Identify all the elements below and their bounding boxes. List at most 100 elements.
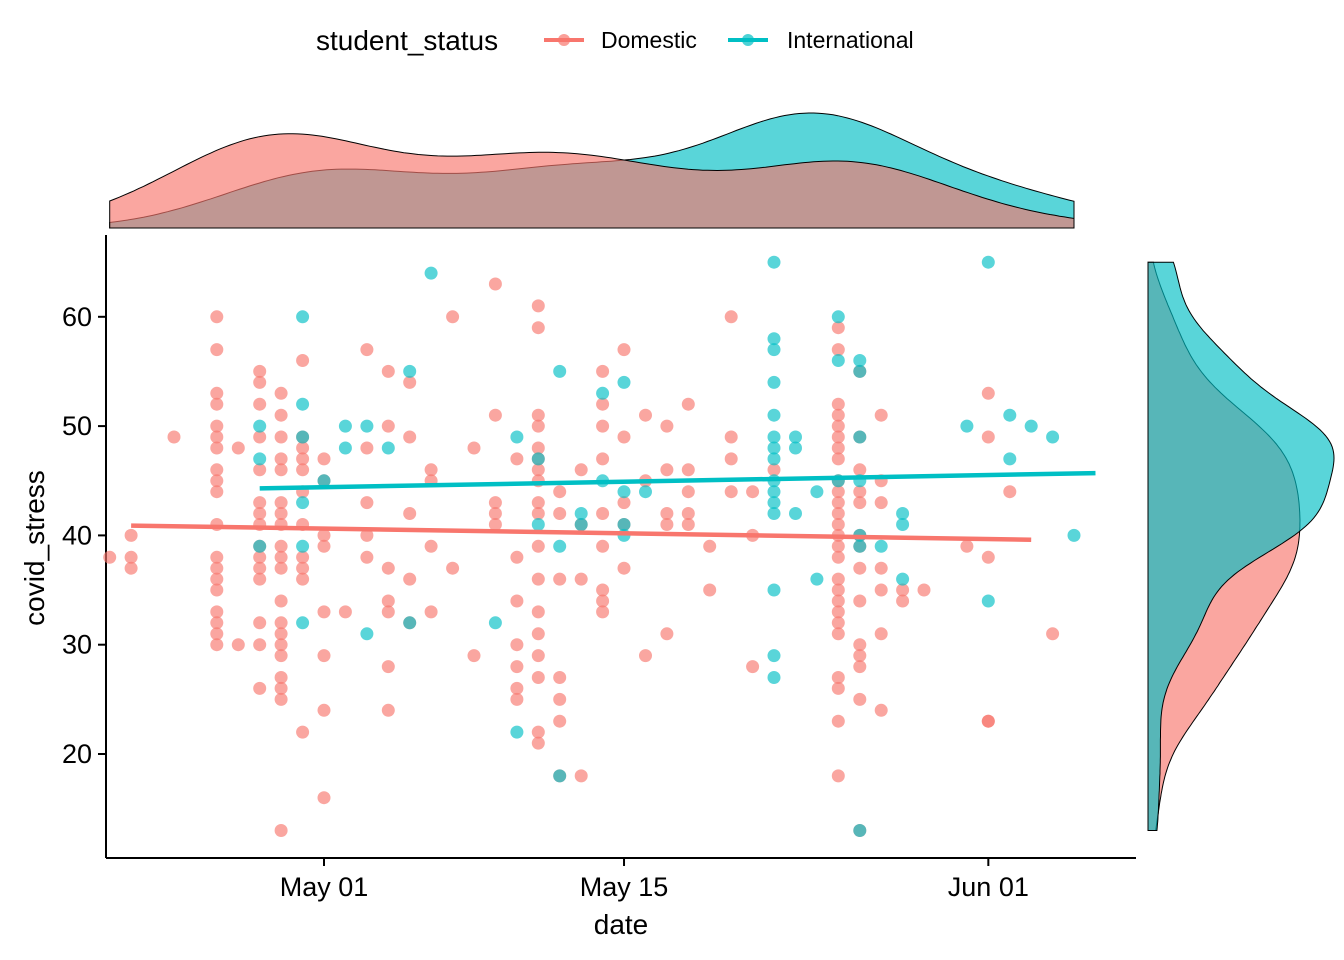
- data-point-domestic: [831, 539, 845, 553]
- data-point-domestic: [210, 343, 224, 357]
- data-point-international: [767, 255, 781, 269]
- data-point-international: [874, 539, 888, 553]
- data-point-international: [510, 725, 524, 739]
- data-point-domestic: [381, 561, 395, 575]
- data-point-domestic: [681, 397, 695, 411]
- x-axis-ticks: May 01 May 15 Jun 01: [280, 858, 1029, 902]
- data-point-domestic: [553, 507, 567, 520]
- data-point-domestic: [639, 649, 652, 663]
- data-point-domestic: [274, 539, 288, 553]
- data-point-domestic: [874, 703, 888, 717]
- data-point-domestic: [253, 364, 267, 378]
- data-point-international: [981, 255, 995, 269]
- data-point-international: [767, 332, 781, 346]
- data-point-international: [767, 452, 781, 466]
- data-point-domestic: [253, 681, 267, 695]
- data-point-domestic: [831, 550, 845, 564]
- data-point-domestic: [917, 583, 931, 597]
- data-point-domestic: [488, 408, 502, 422]
- legend-title: student_status: [316, 25, 498, 56]
- data-point-domestic: [831, 605, 845, 619]
- data-point-domestic: [831, 594, 845, 608]
- data-point-domestic: [360, 496, 374, 510]
- data-point-domestic: [210, 616, 224, 630]
- data-point-domestic: [510, 452, 524, 466]
- data-point-international: [574, 507, 588, 520]
- data-point-international: [1024, 419, 1038, 433]
- data-point-domestic: [424, 605, 438, 619]
- data-point-domestic: [210, 627, 224, 641]
- data-point-domestic: [381, 364, 395, 378]
- data-point-domestic: [274, 507, 288, 520]
- data-point-domestic: [274, 408, 288, 422]
- data-point-domestic: [360, 550, 374, 564]
- top-density-domestic: [109, 133, 1075, 229]
- data-point-domestic: [831, 681, 845, 695]
- data-point-domestic: [703, 539, 717, 553]
- data-point-domestic: [874, 496, 888, 510]
- data-point-domestic: [831, 452, 845, 466]
- data-point-domestic: [831, 430, 845, 444]
- data-point-domestic: [660, 419, 674, 433]
- data-point-domestic: [253, 463, 267, 477]
- data-point-domestic: [231, 638, 245, 652]
- data-point-domestic: [210, 474, 224, 488]
- data-point-domestic: [274, 649, 288, 663]
- data-point-international: [960, 419, 974, 433]
- data-point-domestic: [660, 627, 674, 641]
- data-point-domestic: [531, 539, 545, 553]
- data-point-domestic: [274, 638, 288, 652]
- data-point-domestic: [531, 627, 545, 641]
- y-axis: 20 30 40 50 60 covid_stress: [19, 235, 107, 858]
- data-point-international: [981, 594, 995, 608]
- data-point-domestic: [403, 507, 417, 520]
- data-point-domestic: [853, 561, 867, 575]
- data-point-domestic: [853, 638, 867, 652]
- data-point-domestic: [210, 397, 224, 411]
- data-point-international: [639, 485, 652, 499]
- data-point-domestic: [210, 430, 224, 444]
- data-point-domestic: [660, 463, 674, 477]
- data-point-domestic: [553, 671, 567, 684]
- data-point-international: [553, 364, 567, 378]
- data-point-international: [789, 507, 802, 520]
- data-point-domestic: [981, 430, 995, 444]
- data-point-domestic: [981, 714, 995, 728]
- data-point-domestic: [553, 572, 567, 586]
- data-point-domestic: [531, 736, 545, 750]
- data-point-international: [853, 364, 867, 378]
- data-point-international: [767, 485, 781, 499]
- data-point-domestic: [274, 616, 288, 630]
- data-point-domestic: [210, 572, 224, 586]
- data-point-domestic: [981, 386, 995, 400]
- data-point-international: [531, 518, 545, 531]
- data-point-domestic: [296, 550, 310, 564]
- data-point-domestic: [210, 605, 224, 619]
- data-point-international: [767, 430, 781, 444]
- data-point-domestic: [488, 277, 502, 291]
- data-point-international: [617, 485, 631, 499]
- data-point-domestic: [553, 692, 567, 706]
- data-point-domestic: [831, 419, 845, 433]
- data-point-international: [617, 518, 631, 531]
- data-point-domestic: [531, 463, 545, 477]
- trend-line-domestic: [131, 523, 1032, 543]
- data-point-domestic: [274, 452, 288, 466]
- data-point-domestic: [510, 594, 524, 608]
- data-point-domestic: [210, 441, 224, 455]
- data-point-domestic: [831, 572, 845, 586]
- data-point-domestic: [274, 463, 288, 477]
- data-point-international: [767, 343, 781, 357]
- data-point-domestic: [274, 430, 288, 444]
- data-point-international: [831, 310, 845, 324]
- data-point-domestic: [124, 550, 138, 564]
- data-point-domestic: [596, 594, 610, 608]
- data-point-domestic: [317, 703, 331, 717]
- data-point-domestic: [574, 463, 588, 477]
- legend-key-international-point: [742, 34, 754, 46]
- data-point-domestic: [596, 419, 610, 433]
- data-point-international: [253, 419, 267, 433]
- data-point-domestic: [531, 419, 545, 433]
- data-point-international: [403, 616, 417, 630]
- y-tick-label: 60: [62, 302, 92, 332]
